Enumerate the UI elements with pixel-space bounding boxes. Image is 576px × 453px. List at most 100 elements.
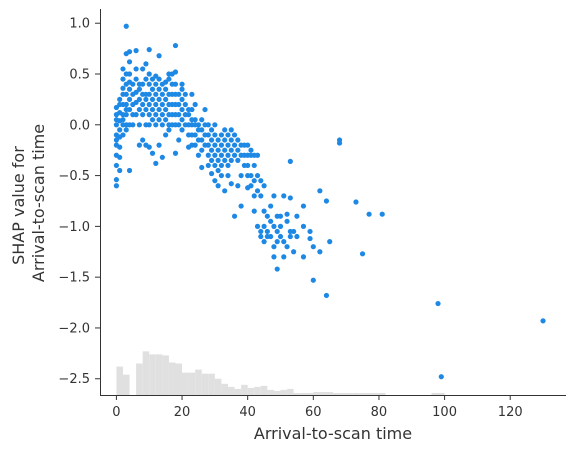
histogram-bar [326, 391, 333, 395]
scatter-point [208, 147, 215, 153]
scatter-point [123, 127, 129, 133]
y-axis-label-line-1: SHAP value for [9, 146, 28, 265]
histogram [116, 351, 445, 395]
scatter-point [153, 112, 159, 118]
scatter-point [163, 79, 169, 85]
scatter-point [123, 112, 129, 118]
scatter-point [254, 223, 261, 229]
scatter-point [277, 223, 284, 229]
scatter-point [120, 85, 126, 91]
scatter-point [284, 218, 290, 224]
scatter-point [258, 178, 264, 184]
scatter-point [133, 112, 139, 118]
scatter-point [212, 152, 218, 158]
scatter-point [176, 101, 182, 108]
scatter-point [228, 147, 234, 153]
scatter-point [379, 211, 385, 217]
histogram-bar [287, 388, 294, 395]
x-axis-label: Arrival-to-scan time [254, 424, 412, 443]
scatter-point [143, 76, 149, 82]
scatter-point [113, 162, 120, 169]
histogram-bar [346, 392, 353, 395]
scatter-point [251, 162, 257, 169]
scatter-point [199, 137, 205, 143]
scatter-point [199, 147, 205, 153]
scatter-point [159, 101, 165, 108]
histogram-bar [365, 392, 373, 395]
histogram-bar [214, 378, 222, 395]
y-axis-ticks: 1.0 0.5 0.0 −0.5 −1.0 −1.5 −2.0 −2.5 [58, 17, 100, 387]
scatter-point [192, 101, 198, 108]
scatter-point [225, 132, 231, 138]
scatter-point [208, 157, 215, 163]
scatter-point [126, 96, 133, 103]
scatter-point [136, 122, 142, 128]
scatter-point [268, 218, 274, 224]
scatter-point [222, 137, 228, 143]
scatter-point [215, 167, 221, 174]
scatter-point [254, 172, 261, 179]
scatter-point [274, 239, 280, 245]
scatter-point [248, 183, 254, 189]
scatter-point [136, 96, 142, 103]
scatter-point [231, 152, 238, 158]
scatter-point [113, 122, 120, 128]
scatter-point [323, 292, 330, 299]
scatter-point [284, 244, 290, 250]
scatter-point [264, 228, 270, 235]
scatter-point [218, 142, 225, 148]
y-tick-label: 0.5 [69, 68, 90, 83]
scatter-point [126, 106, 133, 113]
scatter-point [218, 172, 225, 179]
histogram-bar [162, 355, 169, 395]
scatter-point [212, 122, 218, 128]
scatter-point [192, 132, 198, 138]
scatter-point [281, 254, 287, 260]
histogram-bar [313, 391, 320, 395]
scatter-point [208, 137, 215, 143]
y-axis-label: SHAP value for Arrival-to-scan time [9, 124, 48, 282]
y-tick-label: −1.5 [58, 271, 90, 286]
scatter-point [274, 266, 280, 272]
scatter-point [225, 142, 231, 148]
scatter-point [159, 122, 165, 128]
scatter-point [235, 183, 241, 189]
scatter-point [156, 106, 162, 113]
scatter-point [179, 86, 185, 92]
scatter-point [133, 76, 139, 82]
scatter-point [251, 178, 257, 184]
scatter-point [238, 172, 244, 179]
scatter-point [202, 106, 208, 113]
scatter-point [366, 211, 372, 217]
scatter-point [222, 147, 228, 153]
scatter-point [212, 178, 218, 184]
scatter-point [245, 142, 251, 148]
scatter-point [199, 164, 205, 171]
scatter-point [231, 142, 238, 148]
histogram-bar [175, 363, 183, 395]
histogram-bar [241, 384, 248, 395]
scatter-point [300, 254, 307, 260]
scatter-point [120, 132, 126, 138]
histogram-bar [247, 387, 255, 395]
scatter-point [189, 106, 195, 113]
histogram-bar [195, 369, 202, 395]
histogram-bar [352, 392, 360, 395]
scatter-point [156, 76, 162, 82]
scatter-point [140, 101, 146, 108]
scatter-point [143, 96, 149, 103]
scatter-point [186, 112, 192, 118]
scatter-point [176, 137, 182, 143]
histogram-bar [359, 392, 366, 395]
scatter-point [300, 223, 307, 229]
scatter-point [153, 101, 159, 108]
scatter-point [212, 162, 218, 169]
scatter-point [205, 142, 211, 148]
scatter-point [218, 152, 225, 158]
scatter-point [179, 96, 185, 103]
scatter-point [281, 193, 287, 199]
scatter-point [205, 122, 211, 128]
scatter-point [310, 277, 316, 283]
scatter-point [136, 86, 142, 92]
histogram-bar [149, 354, 156, 395]
